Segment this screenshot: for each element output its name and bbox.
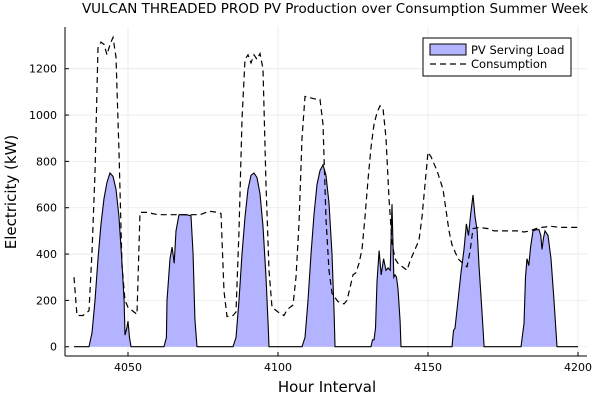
legend-label-consumption: Consumption [471,57,547,71]
y-tick-label: 200 [36,294,57,307]
x-tick-label: 4050 [114,361,142,374]
x-tick-label: 4200 [564,361,592,374]
legend: PV Serving Load Consumption [422,37,572,77]
y-axis-label: Electricity (kW) [2,135,20,250]
legend-swatch-pv [429,43,467,56]
x-tick-label: 4100 [264,361,292,374]
x-tick-label: 4150 [414,361,442,374]
y-tick-label: 600 [36,202,57,215]
plot-area [73,35,578,348]
axes: 4050 4100 4150 4200 0 200 400 600 800 1000 1200 [29,27,592,374]
x-axis-label: Hour Interval [278,378,376,396]
y-tick-label: 0 [50,341,57,354]
y-tick-label: 1200 [29,63,57,76]
y-tick-label: 400 [36,248,57,261]
consumption-line [73,35,578,318]
y-tick-label: 1000 [29,109,57,122]
legend-label-pv: PV Serving Load [471,43,564,57]
y-tick-label: 800 [36,155,57,168]
pv-serving-load-area [74,164,578,347]
chart-title: VULCAN THREADED PROD PV Production over … [82,1,588,17]
